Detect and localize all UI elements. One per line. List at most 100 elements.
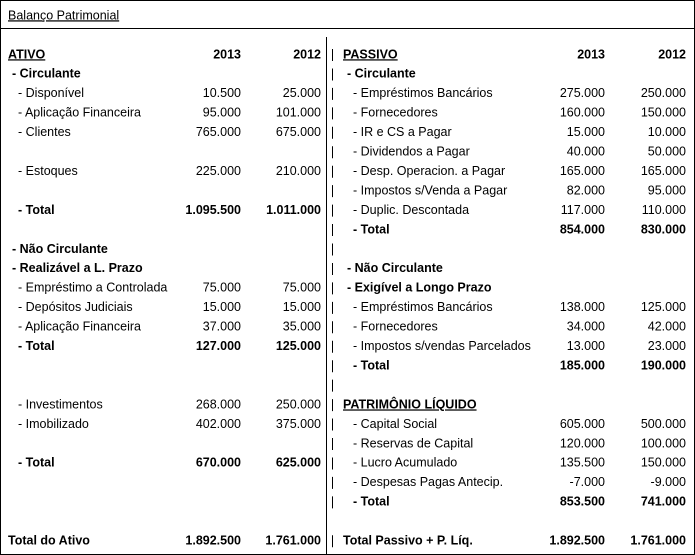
row-label: - Total	[18, 456, 55, 470]
value-y2012: 2012	[658, 47, 686, 61]
value-y2012: 210.000	[276, 164, 321, 178]
value-y2013: 15.000	[567, 125, 605, 139]
value-y2012: 110.000	[642, 203, 686, 217]
value-y2013: 120.000	[560, 436, 605, 450]
value-y2012: 375.000	[276, 417, 321, 431]
row-label: - Empréstimos Bancários	[353, 300, 493, 314]
value-y2012: -9.000	[651, 475, 686, 489]
value-y2012: 95.000	[648, 183, 686, 197]
value-y2013: 40.000	[567, 145, 605, 159]
value-y2012: 830.000	[641, 222, 686, 236]
value-y2012: 675.000	[276, 125, 321, 139]
row-label: ATIVO	[8, 47, 46, 61]
value-y2012: 250.000	[641, 86, 686, 100]
value-y2012: 1.761.000	[630, 534, 686, 548]
value-y2013: 1.892.500	[185, 534, 241, 548]
value-y2013: 160.000	[560, 106, 605, 120]
value-y2013: 225.000	[196, 164, 241, 178]
value-y2013: 15.000	[203, 300, 241, 314]
row-label: - Impostos s/Venda a Pagar	[353, 183, 507, 197]
value-y2013: 95.000	[203, 106, 241, 120]
row-label: - Desp. Operacion. a Pagar	[353, 164, 505, 178]
row-label: - Investimentos	[18, 397, 103, 411]
row-label: - Circulante	[347, 67, 416, 81]
row-label: - Despesas Pagas Antecip.	[353, 475, 503, 489]
value-y2012: 10.000	[648, 125, 686, 139]
row-label: Total Passivo + P. Líq.	[343, 534, 473, 548]
value-y2013: 10.500	[203, 86, 241, 100]
row-label: - Depósitos Judiciais	[18, 300, 133, 314]
value-y2013: 37.000	[203, 320, 241, 334]
value-y2012: 500.000	[641, 417, 686, 431]
value-y2013: 1.095.500	[185, 203, 241, 217]
value-y2012: 42.000	[648, 320, 686, 334]
row-label: - Total	[353, 495, 390, 509]
row-label: - Total	[18, 339, 55, 353]
row-label: - Total	[353, 222, 390, 236]
value-y2013: 275.000	[560, 86, 605, 100]
value-y2013: 2013	[213, 47, 241, 61]
value-y2013: 605.000	[560, 417, 605, 431]
value-y2013: 127.000	[196, 339, 241, 353]
value-y2012: 190.000	[641, 358, 686, 372]
row-label: - Não Circulante	[12, 242, 108, 256]
row-label: - Empréstimo a Controlada	[18, 281, 167, 295]
value-y2012: 125.000	[641, 300, 686, 314]
value-y2012: 35.000	[283, 320, 321, 334]
row-label: - Duplic. Descontada	[353, 203, 469, 217]
row-label: - IR e CS a Pagar	[353, 125, 452, 139]
value-y2013: 138.000	[560, 300, 605, 314]
value-y2012: 625.000	[276, 456, 321, 470]
value-y2013: -7.000	[570, 475, 605, 489]
value-y2013: 82.000	[567, 183, 605, 197]
row-label: - Fornecedores	[353, 106, 438, 120]
row-label: - Aplicação Financeira	[18, 320, 141, 334]
title: Balanço Patrimonial	[8, 8, 119, 22]
row-label: - Total	[18, 203, 55, 217]
value-y2013: 135.500	[560, 456, 605, 470]
row-label: - Capital Social	[353, 417, 437, 431]
row-label: - Disponível	[18, 86, 84, 100]
value-y2013: 670.000	[196, 456, 241, 470]
value-y2012: 741.000	[641, 495, 686, 509]
value-y2012: 165.000	[641, 164, 686, 178]
row-label: - Total	[353, 358, 390, 372]
value-y2012: 50.000	[648, 145, 686, 159]
value-y2013: 185.000	[560, 358, 605, 372]
row-label: - Dividendos a Pagar	[353, 145, 470, 159]
row-label: - Aplicação Financeira	[18, 106, 141, 120]
value-y2012: 75.000	[283, 281, 321, 295]
value-y2013: 853.500	[560, 495, 605, 509]
value-y2012: 250.000	[276, 397, 321, 411]
row-label: - Clientes	[18, 125, 71, 139]
value-y2012: 150.000	[641, 106, 686, 120]
row-label: - Reservas de Capital	[353, 436, 473, 450]
value-y2013: 75.000	[203, 281, 241, 295]
value-y2013: 268.000	[196, 397, 241, 411]
value-y2013: 1.892.500	[549, 534, 605, 548]
value-y2013: 13.000	[567, 339, 605, 353]
value-y2012: 125.000	[276, 339, 321, 353]
row-label: - Realizável a L. Prazo	[12, 261, 143, 275]
value-y2012: 101.000	[276, 106, 321, 120]
row-label: - Empréstimos Bancários	[353, 86, 493, 100]
value-y2012: 2012	[293, 47, 321, 61]
row-label: - Fornecedores	[353, 320, 438, 334]
value-y2012: 1.011.000	[266, 203, 321, 217]
row-label: - Circulante	[12, 67, 81, 81]
row-label: - Impostos s/vendas Parcelados	[353, 339, 531, 353]
row-label: - Não Circulante	[347, 261, 443, 275]
value-y2012: 100.000	[641, 436, 686, 450]
value-y2012: 15.000	[283, 300, 321, 314]
value-y2013: 2013	[577, 47, 605, 61]
value-y2013: 402.000	[196, 417, 241, 431]
row-label: - Imobilizado	[18, 417, 89, 431]
row-label: - Exigível a Longo Prazo	[347, 281, 492, 295]
value-y2012: 25.000	[283, 86, 321, 100]
value-y2013: 117.000	[561, 203, 605, 217]
value-y2012: 23.000	[648, 339, 686, 353]
value-y2012: 150.000	[641, 456, 686, 470]
row-label: Total do Ativo	[8, 534, 90, 548]
row-label: PASSIVO	[343, 47, 398, 61]
